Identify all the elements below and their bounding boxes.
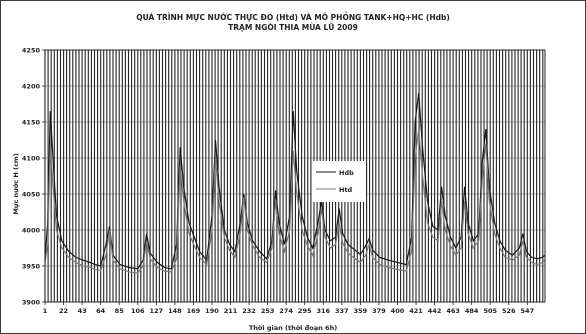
chart-title-line-1: QUÁ TRÌNH MỰC NƯỚC THỰC ĐO (Htd) VÀ MÔ P… — [136, 12, 450, 22]
x-tick-label: 253 — [261, 307, 275, 315]
x-tick-label: 106 — [131, 307, 145, 315]
series-line-htd — [44, 129, 546, 274]
y-tick-label: 3900 — [22, 298, 41, 306]
x-tick-label: 64 — [96, 307, 106, 315]
legend-label-hdb: Hdb — [339, 169, 354, 177]
x-tick-label: 463 — [446, 307, 460, 315]
x-tick-label: 43 — [78, 307, 87, 315]
y-tick-label: 4100 — [22, 154, 41, 162]
x-tick-label: 421 — [409, 307, 423, 315]
x-tick-label: 127 — [150, 307, 164, 315]
x-tick-label: 379 — [372, 307, 386, 315]
y-axis-label: Mực nước H (cm) — [12, 153, 20, 214]
x-tick-label: 316 — [316, 307, 330, 315]
x-tick-label: 169 — [187, 307, 201, 315]
x-tick-label: 359 — [354, 307, 368, 315]
x-tick-label: 85 — [115, 307, 125, 315]
x-tick-label: 232 — [242, 307, 256, 315]
series-line-hdb — [44, 93, 546, 270]
x-axis-label: Thời gian (thời đoạn 6h) — [249, 324, 337, 332]
x-tick-label: 526 — [502, 307, 516, 315]
x-tick-label: 1 — [43, 307, 48, 315]
y-tick-label: 4050 — [22, 190, 41, 198]
plot-border — [44, 49, 546, 303]
x-tick-label: 190 — [205, 307, 219, 315]
chart-title-line-2: TRẠM NGÒI THIA MÙA LŨ 2009 — [228, 23, 358, 32]
y-tick-label: 4250 — [22, 46, 41, 54]
legend-box — [312, 161, 366, 202]
x-tick-label: 211 — [224, 307, 238, 315]
x-tick-label: 484 — [465, 307, 479, 315]
x-tick-label: 22 — [59, 307, 68, 315]
x-tick-label: 547 — [521, 307, 535, 315]
x-tick-label: 148 — [168, 307, 182, 315]
x-tick-label: 274 — [279, 307, 293, 315]
y-tick-label: 4150 — [22, 118, 41, 126]
x-tick-label: 505 — [483, 307, 497, 315]
x-tick-label: 295 — [298, 307, 312, 315]
x-tick-label: 337 — [335, 307, 349, 315]
y-tick-label: 4200 — [22, 82, 41, 90]
x-tick-label: 400 — [391, 307, 405, 315]
y-tick-label: 4000 — [22, 226, 41, 234]
y-tick-label: 3950 — [22, 262, 41, 270]
legend-label-htd: Htd — [339, 186, 353, 194]
x-tick-label: 442 — [428, 307, 442, 315]
